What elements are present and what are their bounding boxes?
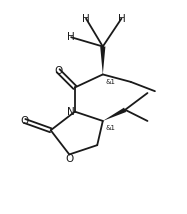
Text: &1: &1 bbox=[106, 125, 116, 131]
Polygon shape bbox=[103, 108, 126, 121]
Text: H: H bbox=[118, 14, 125, 24]
Text: O: O bbox=[54, 66, 62, 76]
Text: H: H bbox=[67, 32, 75, 42]
Text: O: O bbox=[65, 155, 73, 164]
Text: H: H bbox=[82, 14, 90, 24]
Text: O: O bbox=[21, 116, 29, 126]
Text: N: N bbox=[67, 107, 75, 117]
Polygon shape bbox=[100, 46, 105, 74]
Text: &1: &1 bbox=[106, 79, 116, 85]
